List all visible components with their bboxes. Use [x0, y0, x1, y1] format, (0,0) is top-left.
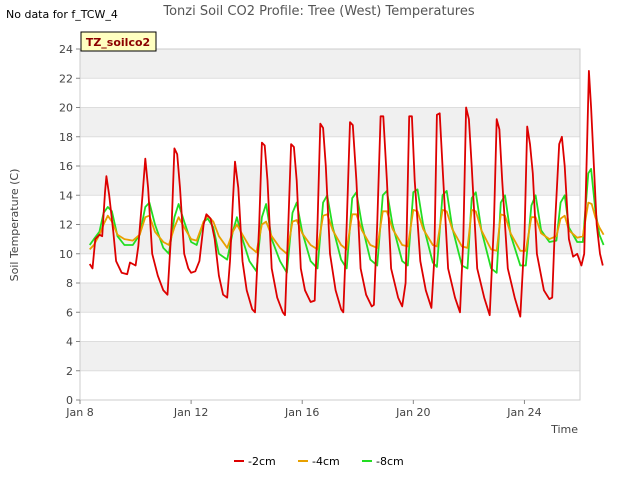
y-tick-label: 8 — [66, 277, 73, 290]
legend-label: -4cm — [312, 455, 340, 468]
grid-band — [80, 49, 580, 79]
dataset-badge: TZ_soilco2 — [80, 31, 157, 52]
x-tick-label: Jan 8 — [65, 406, 93, 419]
legend-label: -2cm — [248, 455, 276, 468]
y-tick-label: 22 — [59, 72, 73, 85]
y-tick-label: 20 — [59, 102, 73, 115]
x-tick-label: Jan 12 — [173, 406, 208, 419]
grid-band — [80, 283, 580, 313]
x-tick-label: Jan 20 — [395, 406, 430, 419]
legend-label: -8cm — [376, 455, 404, 468]
y-tick-label: 4 — [66, 336, 73, 349]
no-data-note: No data for f_TCW_4 — [6, 8, 118, 21]
badge-box — [80, 31, 157, 52]
y-tick-label: 0 — [66, 394, 73, 407]
series-line-4cmcm — [89, 201, 605, 255]
x-axis: Jan 8 Jan 12 Jan 16 Jan 20 Jan 24 — [65, 400, 542, 419]
y-tick-label: 6 — [66, 306, 73, 319]
chart-title: Tonzi Soil CO2 Profile: Tree (West) Temp… — [162, 4, 475, 19]
y-tick-label: 24 — [59, 43, 73, 56]
legend: -2cm -4cm -8cm — [234, 455, 404, 468]
series-line-2cmcm — [88, 70, 604, 318]
grid-band — [80, 166, 580, 196]
y-tick-label: 2 — [66, 365, 73, 378]
x-tick-label: Jan 16 — [284, 406, 319, 419]
plot-background — [79, 48, 581, 401]
y-axis-label: Soil Temperature (C) — [8, 169, 21, 282]
x-tick-label: Jan 24 — [506, 406, 541, 419]
badge-label: TZ_soilco2 — [86, 36, 150, 49]
series-lines — [88, 70, 605, 318]
y-tick-label: 10 — [59, 248, 73, 261]
grid-band — [80, 341, 580, 371]
y-tick-label: 12 — [59, 219, 73, 232]
grid-band — [80, 107, 580, 137]
y-tick-label: 14 — [59, 189, 73, 202]
x-axis-label: Time — [550, 423, 578, 436]
y-tick-label: 18 — [59, 131, 73, 144]
y-tick-label: 16 — [59, 160, 73, 173]
